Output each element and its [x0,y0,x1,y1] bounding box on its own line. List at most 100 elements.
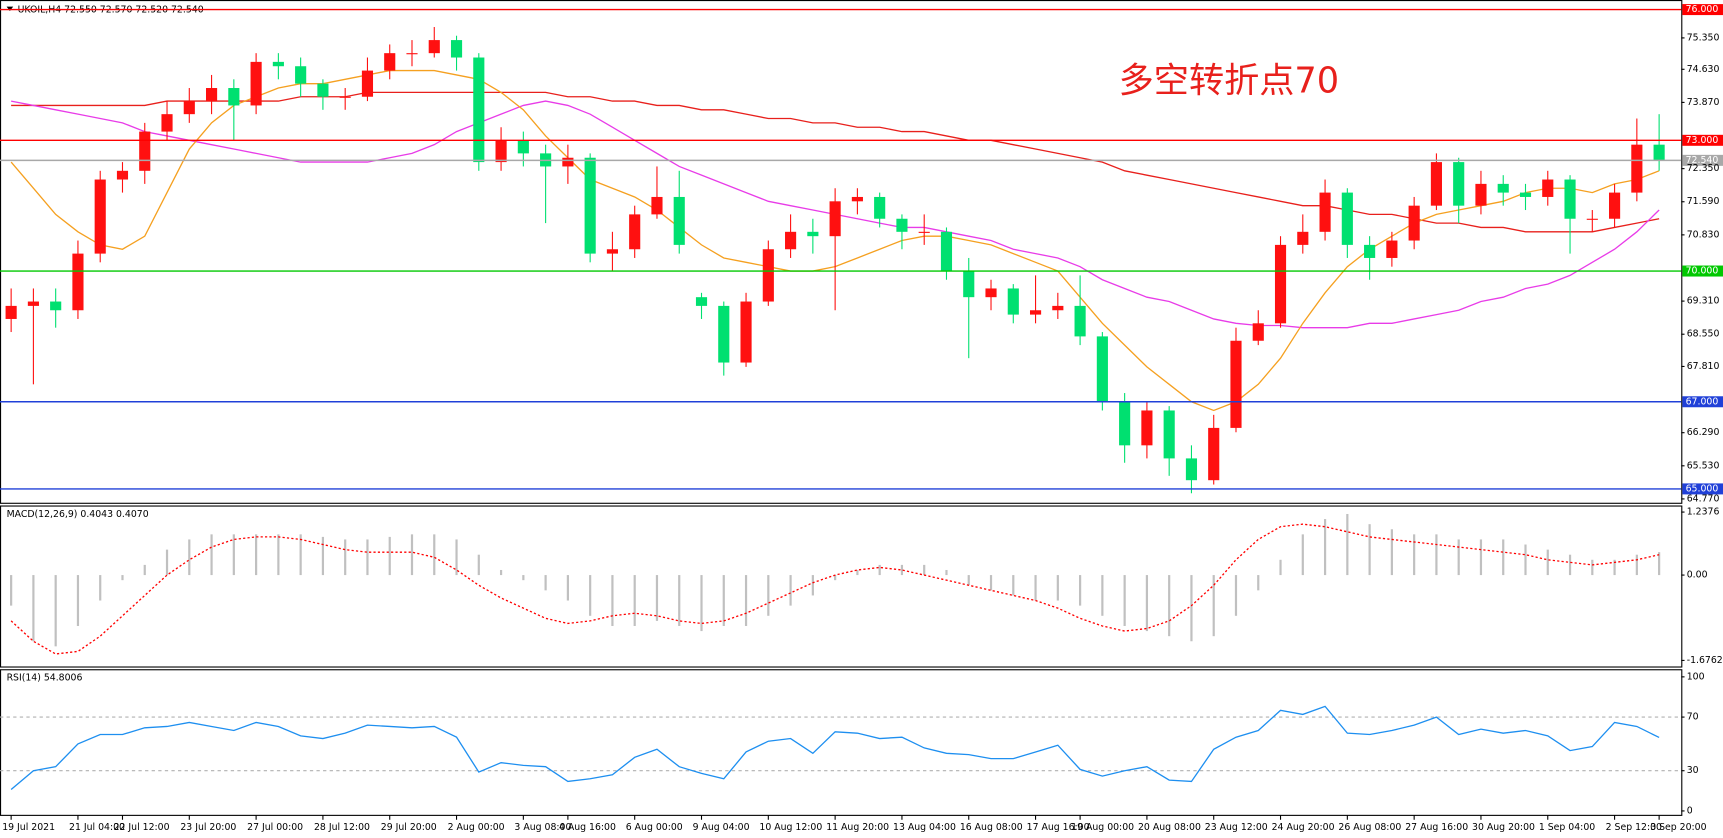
candle-body [940,231,953,272]
macd-bar [611,575,614,626]
macd-bar [1190,575,1193,642]
candle-body [1519,192,1532,197]
macd-bar [1323,519,1327,576]
rsi-line [10,705,1660,790]
macd-bar [1234,575,1238,616]
x-tick-label: 2 Aug 00:00 [448,822,505,833]
x-tick-label: 4 Aug 16:00 [559,822,616,833]
y-tick-label: 67.810 [1687,361,1720,372]
y-tick-label: 1.2376 [1687,507,1720,518]
candle-body [1163,410,1175,459]
level-label-box [1682,265,1723,277]
macd-bar [433,534,436,576]
macd-bar [1078,575,1082,606]
macd-panel [0,505,1683,668]
candle-body [317,83,329,97]
candle-body [562,157,574,167]
candle-body [673,196,685,245]
x-tick-label: 22 Jul 12:00 [114,822,170,833]
macd-bar [767,575,770,616]
macd-bar [1413,534,1416,576]
macd-bar [856,569,859,576]
candle-body [183,101,195,115]
candle-body [762,249,774,302]
macd-bar [945,569,948,576]
macd-bar [1524,544,1527,576]
y-tick-label: 68.550 [1687,329,1720,340]
candle-body [428,40,440,54]
candle-body [1408,205,1420,241]
candle-body [1029,310,1042,315]
candle-body [963,271,975,298]
rsi-panel [0,669,1683,816]
candle-body [495,140,507,163]
macd-bar [388,536,391,576]
candle-body [1297,231,1309,245]
candle-body [1141,410,1153,446]
candle-body [139,131,151,171]
candle-body [740,301,752,363]
candle-body [1475,183,1487,206]
signal-line [10,523,1660,655]
y-tick-label: 75.350 [1687,32,1720,43]
macd-bar [678,575,681,626]
macd-bar [1301,534,1304,576]
macd-bar [1658,552,1661,576]
x-tick-label: 27 Aug 16:00 [1405,822,1468,833]
macd-bar [76,575,80,626]
candle-body [295,66,307,84]
x-tick-label: 9 Aug 04:00 [693,822,750,833]
macd-bar [1123,575,1126,626]
x-tick-label: 2 Sep 12:00 [1606,822,1662,833]
candle-body [361,70,374,97]
x-tick-label: 13 Aug 04:00 [893,822,956,833]
rsi-title: RSI(14) 54.8006 [7,673,83,684]
macd-bar [1635,554,1638,576]
candle-body [1274,244,1287,324]
x-tick-label: 1 Sep 04:00 [1539,822,1595,833]
macd-bar [410,534,414,576]
level-label-box [1682,483,1723,495]
macd-bar [32,575,35,642]
candle-body [339,96,351,98]
x-tick-label: 19 Jul 2021 [2,822,55,833]
candle-body [1386,240,1398,258]
moving-average [11,91,1660,233]
macd-bar [1568,554,1572,576]
y-tick-label: 72.350 [1687,163,1720,174]
candle-body [918,231,930,233]
macd-bar [210,534,213,576]
macd-bar [811,575,814,596]
macd-bar [1457,539,1460,576]
candle-body [1208,427,1220,481]
macd-bar [477,554,480,576]
macd-bar [277,534,280,576]
x-tick-label: 3 Sep 20:00 [1650,822,1706,833]
candle-body [1364,244,1376,258]
macd-bar [744,575,748,626]
candle-body [695,297,708,306]
macd-bar [989,575,993,591]
macd-bar [255,534,258,576]
y-tick-label: 69.310 [1687,296,1720,307]
candle-body [584,157,596,254]
candle-body [1230,340,1242,428]
candle-body [1586,218,1598,220]
y-tick-label: 64.770 [1687,493,1720,504]
level-label-box [1682,134,1723,146]
x-tick-label: 28 Jul 12:00 [314,822,370,833]
macd-bar [344,539,347,576]
candle-body [1007,288,1019,315]
y-tick-label: -1.6762 [1687,655,1723,666]
candle-body [1564,179,1576,219]
macd-bar [566,575,569,601]
macd-bar [1034,575,1037,601]
macd-bar [633,575,636,626]
macd-bar [1346,513,1349,576]
y-tick-label: 100 [1687,671,1705,682]
macd-bar [878,564,881,576]
candle-body [985,288,997,298]
macd-bar [188,539,191,576]
macd-bar [321,536,325,576]
candle-body [250,61,262,106]
